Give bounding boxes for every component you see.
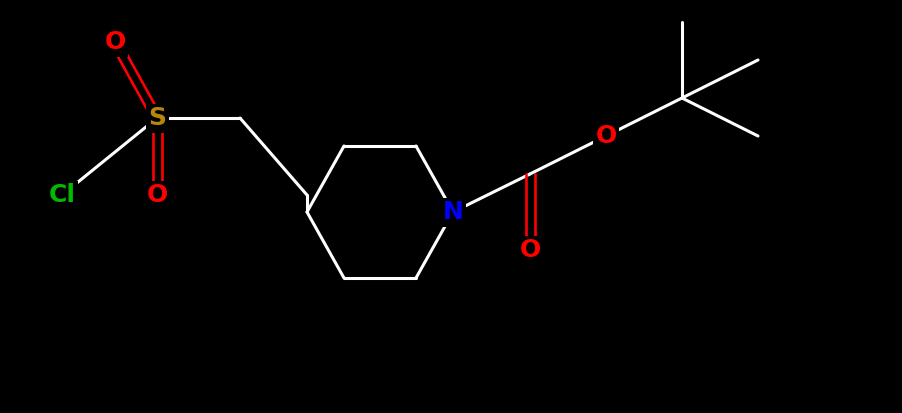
Text: N: N	[443, 200, 464, 224]
Text: S: S	[148, 106, 166, 130]
Text: O: O	[520, 238, 540, 262]
Text: O: O	[105, 30, 125, 54]
Text: Cl: Cl	[49, 183, 76, 207]
Text: O: O	[595, 124, 617, 148]
Text: O: O	[146, 183, 168, 207]
